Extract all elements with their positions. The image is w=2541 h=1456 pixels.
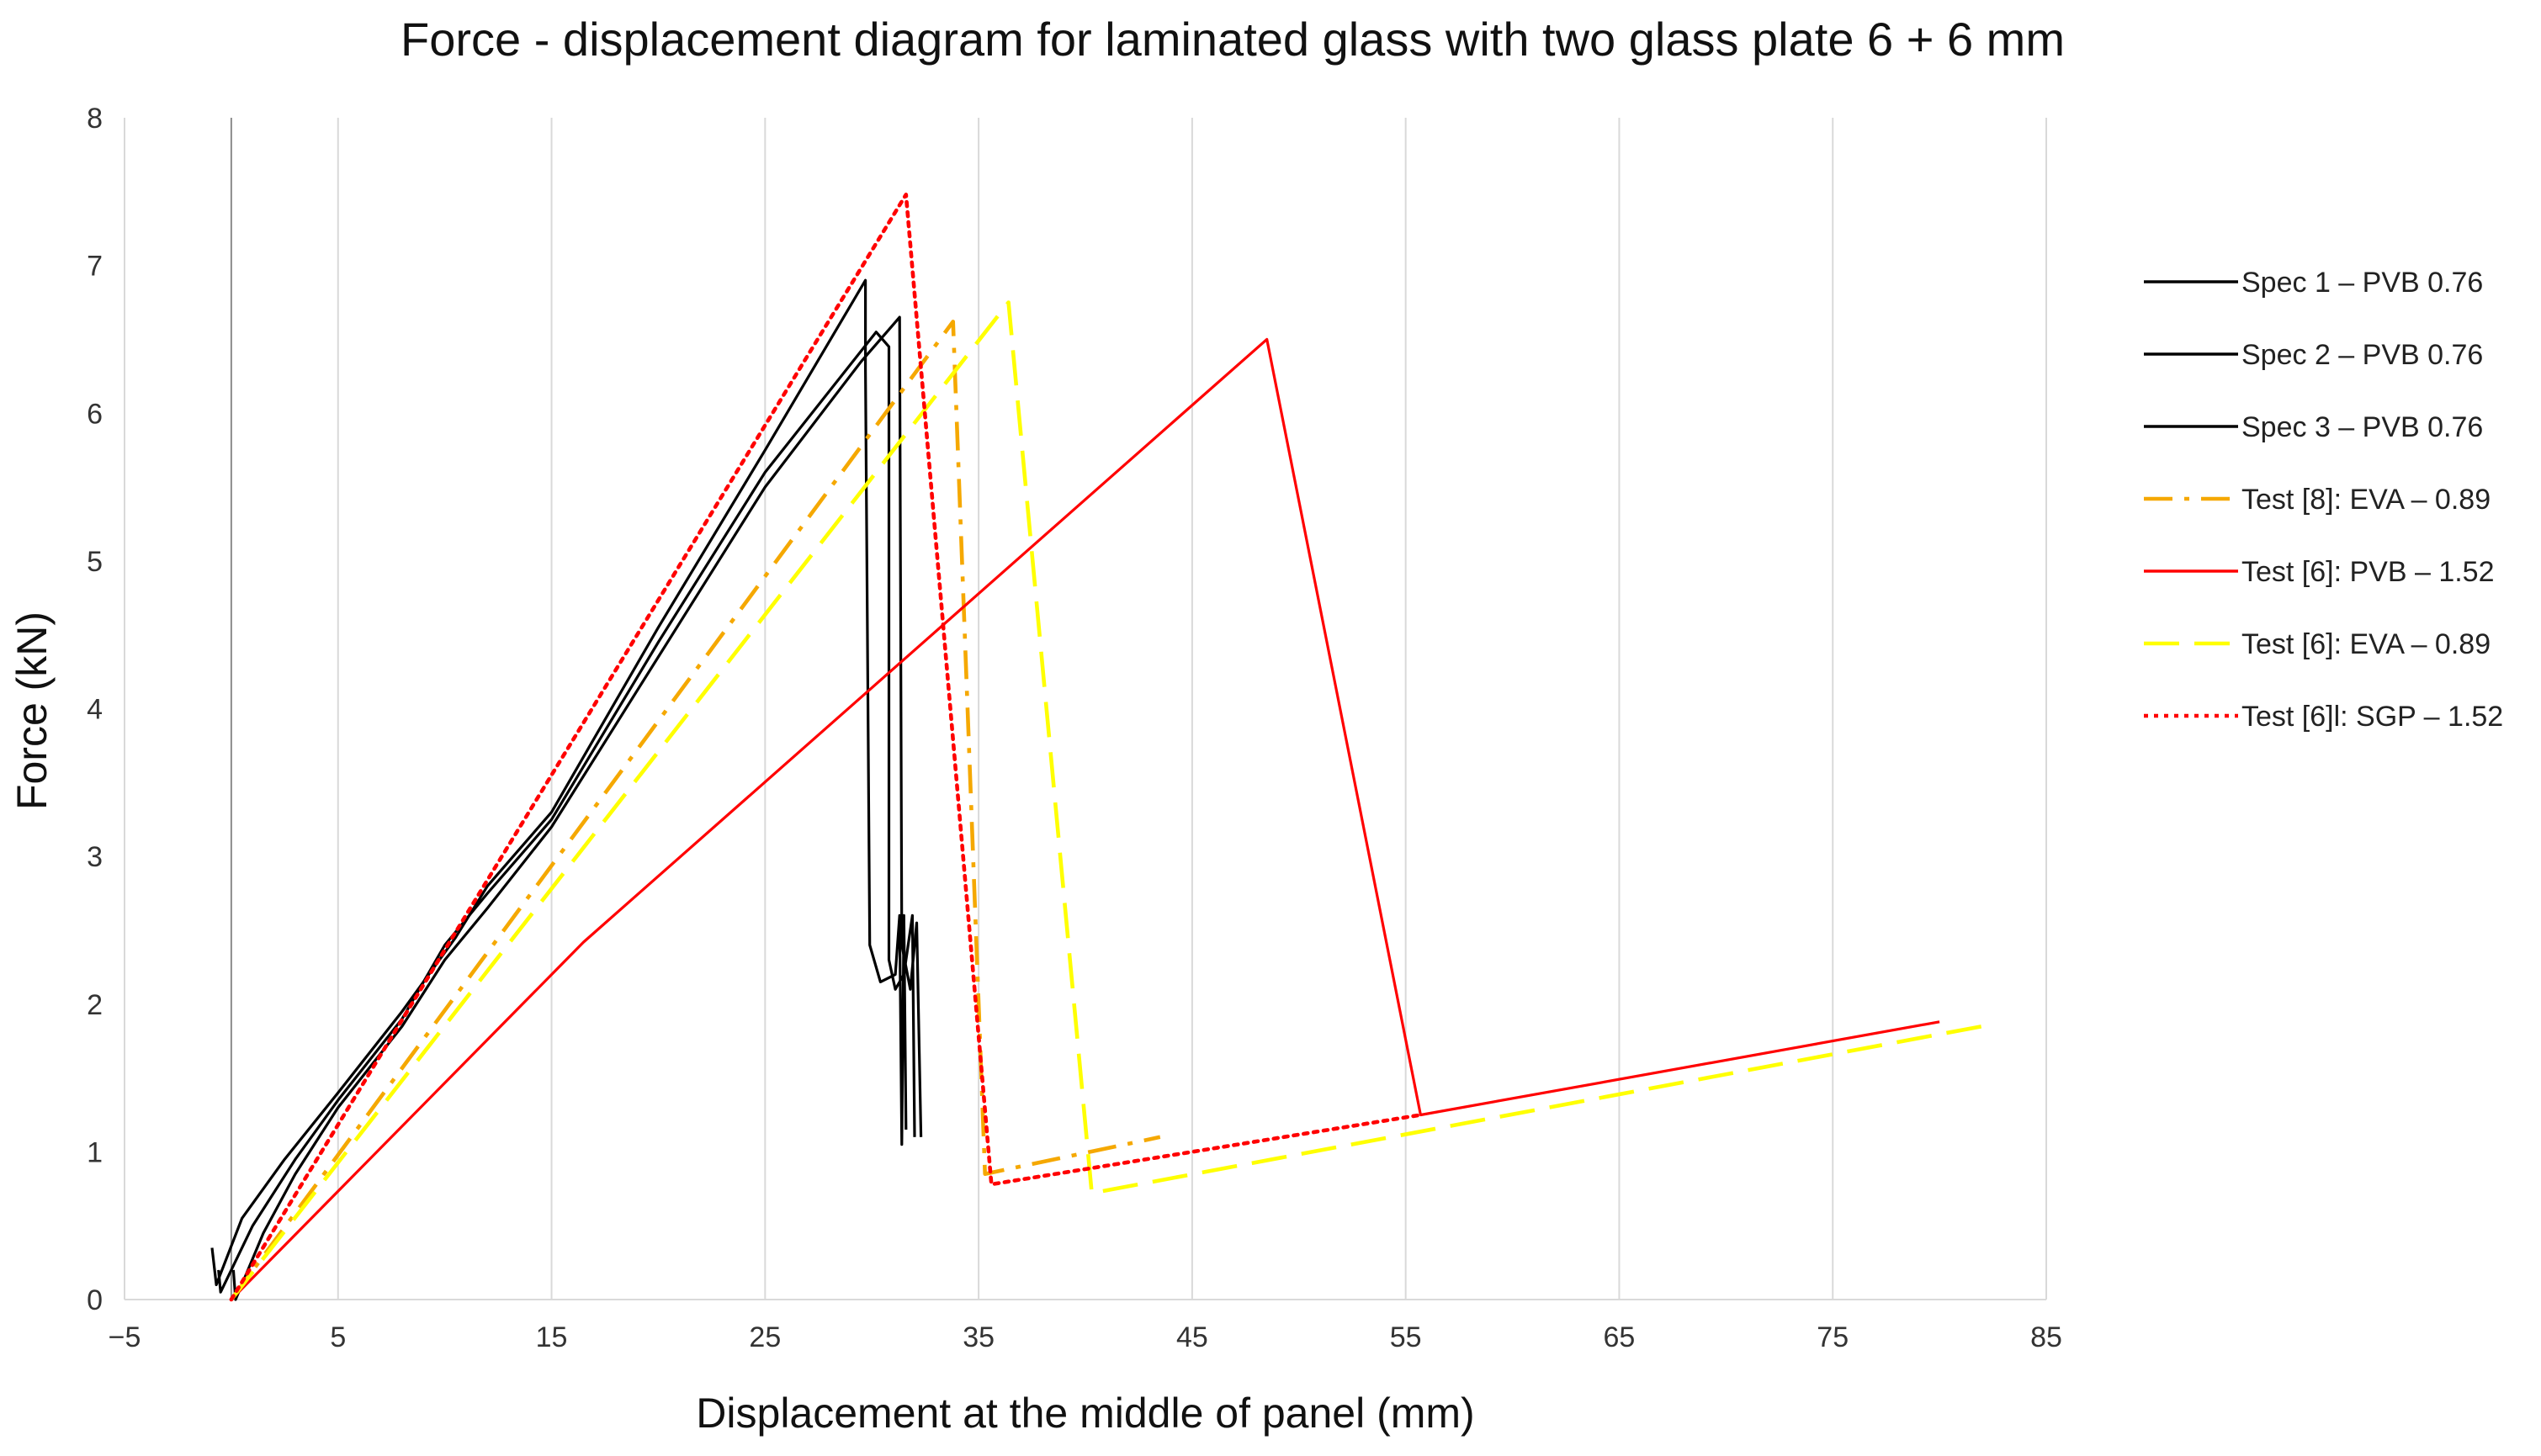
- x-tick-label: 65: [1604, 1321, 1636, 1353]
- y-tick-label: 2: [87, 989, 103, 1021]
- series-line: [230, 337, 1940, 1301]
- y-tick-label: 0: [87, 1284, 103, 1316]
- x-tick-label: 75: [1817, 1321, 1849, 1353]
- legend-label: Spec 1 – PVB 0.76: [2241, 267, 2483, 299]
- series-line: [230, 300, 1983, 1301]
- x-tick-label: −5: [109, 1321, 141, 1353]
- y-axis-title: Force (kN): [8, 612, 56, 810]
- y-tick-label: 3: [87, 841, 103, 873]
- x-tick-label: 35: [963, 1321, 995, 1353]
- x-tick-label: 55: [1390, 1321, 1422, 1353]
- legend-label: Test [6]l: SGP – 1.52: [2241, 701, 2503, 733]
- grid: [124, 118, 2047, 1300]
- y-tick-label: 4: [87, 694, 103, 726]
- series-line: [229, 193, 1423, 1302]
- series-line: [231, 315, 923, 1301]
- y-tick-label: 5: [87, 546, 103, 578]
- x-tick-label: 15: [536, 1321, 568, 1353]
- chart-title: Force - displacement diagram for laminat…: [401, 13, 2065, 66]
- legend-label: Spec 2 – PVB 0.76: [2241, 339, 2483, 371]
- legend-label: Spec 3 – PVB 0.76: [2241, 411, 2483, 443]
- x-tick-label: 5: [330, 1321, 346, 1353]
- x-tick-label: 45: [1176, 1321, 1208, 1353]
- x-axis-title: Displacement at the middle of panel (mm): [696, 1390, 1474, 1437]
- y-tick-label: 8: [87, 103, 103, 135]
- y-tick-label: 1: [87, 1136, 103, 1168]
- x-tick-label: 25: [749, 1321, 781, 1353]
- legend-label: Test [8]: EVA – 0.89: [2241, 484, 2491, 516]
- legend: Spec 1 – PVB 0.76 Spec 2 – PVB 0.76 Spec 3…: [2144, 267, 2503, 733]
- x-tick-label: 85: [2030, 1321, 2062, 1353]
- series-line: [217, 331, 916, 1294]
- y-tick-label: 7: [87, 251, 103, 283]
- legend-label: Test [6]: EVA – 0.89: [2241, 628, 2491, 660]
- legend-label: Test [6]: PVB – 1.52: [2241, 556, 2495, 588]
- series-line: [230, 320, 1161, 1301]
- y-tick-label: 6: [87, 398, 103, 430]
- series-group: [210, 193, 1983, 1302]
- series-line: [210, 278, 908, 1287]
